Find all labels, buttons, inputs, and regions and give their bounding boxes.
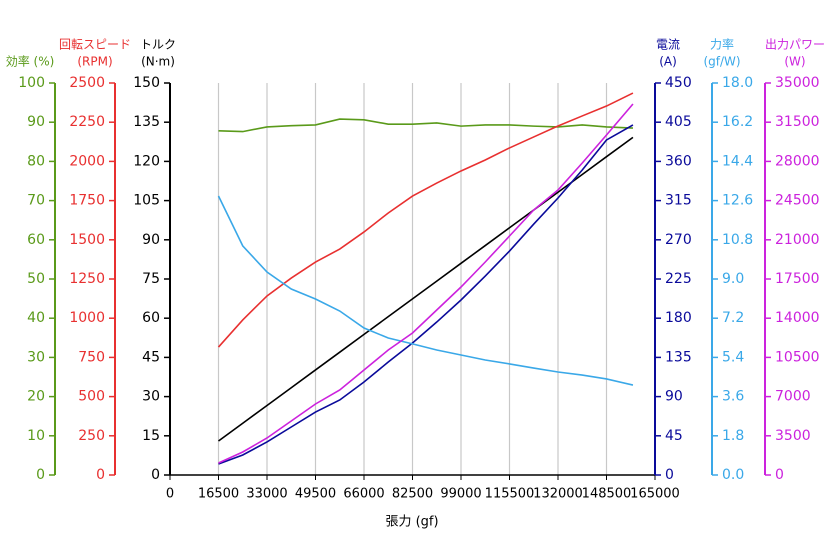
y-tick-label: 2000: [69, 153, 105, 169]
y-tick-label: 80: [27, 153, 45, 169]
y-tick-label: 0: [96, 467, 105, 483]
x-tick-label: 33000: [246, 487, 287, 502]
y-tick-label: 14.4: [722, 153, 753, 169]
y-tick-label: 750: [78, 349, 105, 365]
series-line: [218, 124, 634, 465]
axis-title: 出力パワー: [765, 38, 825, 52]
x-tick-label: 49500: [295, 487, 336, 502]
y-tick-label: 16.2: [722, 114, 753, 130]
x-axis-label: 張力 (gf): [385, 515, 438, 530]
y-tick-label: 0: [665, 467, 674, 483]
series-line: [217, 92, 634, 348]
x-tick-label: 165000: [630, 487, 680, 502]
y-tick-label: 135: [133, 114, 160, 130]
y-tick-label: 135: [665, 349, 692, 365]
axis-title: 効率 (%): [6, 54, 55, 69]
y-tick-label: 1500: [69, 232, 105, 248]
y-tick-label: 5.4: [722, 349, 744, 365]
y-tick-label: 30: [142, 389, 160, 405]
y-tick-label: 17500: [775, 271, 820, 287]
y-tick-label: 35000: [775, 75, 820, 91]
y-tick-label: 9.0: [722, 271, 744, 287]
y-tick-label: 180: [665, 310, 692, 326]
y-tick-label: 60: [27, 232, 45, 248]
y-tick-label: 15: [142, 428, 160, 444]
axis-title: (N·m): [141, 55, 175, 69]
y-tick-label: 120: [133, 153, 160, 169]
series-line: [217, 195, 634, 386]
y-tick-label: 7.2: [722, 310, 744, 326]
y-tick-label: 0: [36, 467, 45, 483]
y-tick-label: 450: [665, 75, 692, 91]
y-tick-label: 30: [27, 349, 45, 365]
y-tick-label: 150: [133, 75, 160, 91]
y-tick-label: 270: [665, 232, 692, 248]
y-tick-label: 7000: [775, 389, 811, 405]
x-tick-label: 99000: [440, 487, 481, 502]
y-tick-label: 10: [27, 428, 45, 444]
y-tick-label: 105: [133, 193, 160, 209]
y-tick-label: 50: [27, 271, 45, 287]
y-tick-label: 20: [27, 389, 45, 405]
axis-title: (gf/W): [703, 55, 740, 69]
series-line: [218, 118, 633, 133]
y-tick-label: 90: [665, 389, 683, 405]
y-tick-label: 225: [665, 271, 692, 287]
y-tick-label: 14000: [775, 310, 820, 326]
x-tick-label: 132000: [533, 487, 583, 502]
y-tick-label: 1750: [69, 193, 105, 209]
series-line: [218, 103, 634, 464]
axis-title: 力率: [710, 37, 734, 52]
y-tick-label: 90: [27, 114, 45, 130]
x-tick-label: 115500: [485, 487, 535, 502]
axis-title: (W): [784, 55, 805, 69]
y-tick-label: 21000: [775, 232, 820, 248]
y-tick-label: 3.6: [722, 389, 744, 405]
y-tick-label: 10500: [775, 349, 820, 365]
y-tick-label: 0: [775, 467, 784, 483]
y-tick-label: 2250: [69, 114, 105, 130]
x-tick-label: 66000: [343, 487, 384, 502]
y-tick-label: 3500: [775, 428, 811, 444]
y-tick-label: 100: [18, 75, 45, 91]
y-tick-label: 360: [665, 153, 692, 169]
y-tick-label: 45: [142, 349, 160, 365]
x-tick-label: 148500: [582, 487, 632, 502]
axis-title: トルク: [140, 38, 176, 52]
y-tick-label: 1000: [69, 310, 105, 326]
y-tick-label: 10.8: [722, 232, 753, 248]
y-tick-label: 1.8: [722, 428, 744, 444]
axis-title: 電流: [656, 38, 680, 52]
axis-title: (RPM): [77, 55, 112, 69]
y-tick-label: 405: [665, 114, 692, 130]
y-tick-label: 70: [27, 193, 45, 209]
series-line: [218, 136, 634, 442]
y-tick-label: 45: [665, 428, 683, 444]
y-tick-label: 24500: [775, 193, 820, 209]
y-tick-label: 0.0: [722, 467, 744, 483]
y-tick-label: 18.0: [722, 75, 753, 91]
axis-title: (A): [659, 55, 677, 69]
y-tick-label: 90: [142, 232, 160, 248]
x-tick-label: 16500: [198, 487, 239, 502]
y-tick-label: 75: [142, 271, 160, 287]
y-tick-label: 31500: [775, 114, 820, 130]
x-tick-label: 82500: [392, 487, 433, 502]
y-tick-label: 28000: [775, 153, 820, 169]
y-tick-label: 60: [142, 310, 160, 326]
y-tick-label: 2500: [69, 75, 105, 91]
y-tick-label: 250: [78, 428, 105, 444]
x-tick-label: 0: [166, 487, 174, 502]
y-tick-label: 315: [665, 193, 692, 209]
axis-title: 回転スピード: [59, 38, 131, 52]
y-tick-label: 1250: [69, 271, 105, 287]
y-tick-label: 12.6: [722, 193, 753, 209]
y-tick-label: 500: [78, 389, 105, 405]
y-tick-label: 40: [27, 310, 45, 326]
y-tick-label: 0: [151, 467, 160, 483]
